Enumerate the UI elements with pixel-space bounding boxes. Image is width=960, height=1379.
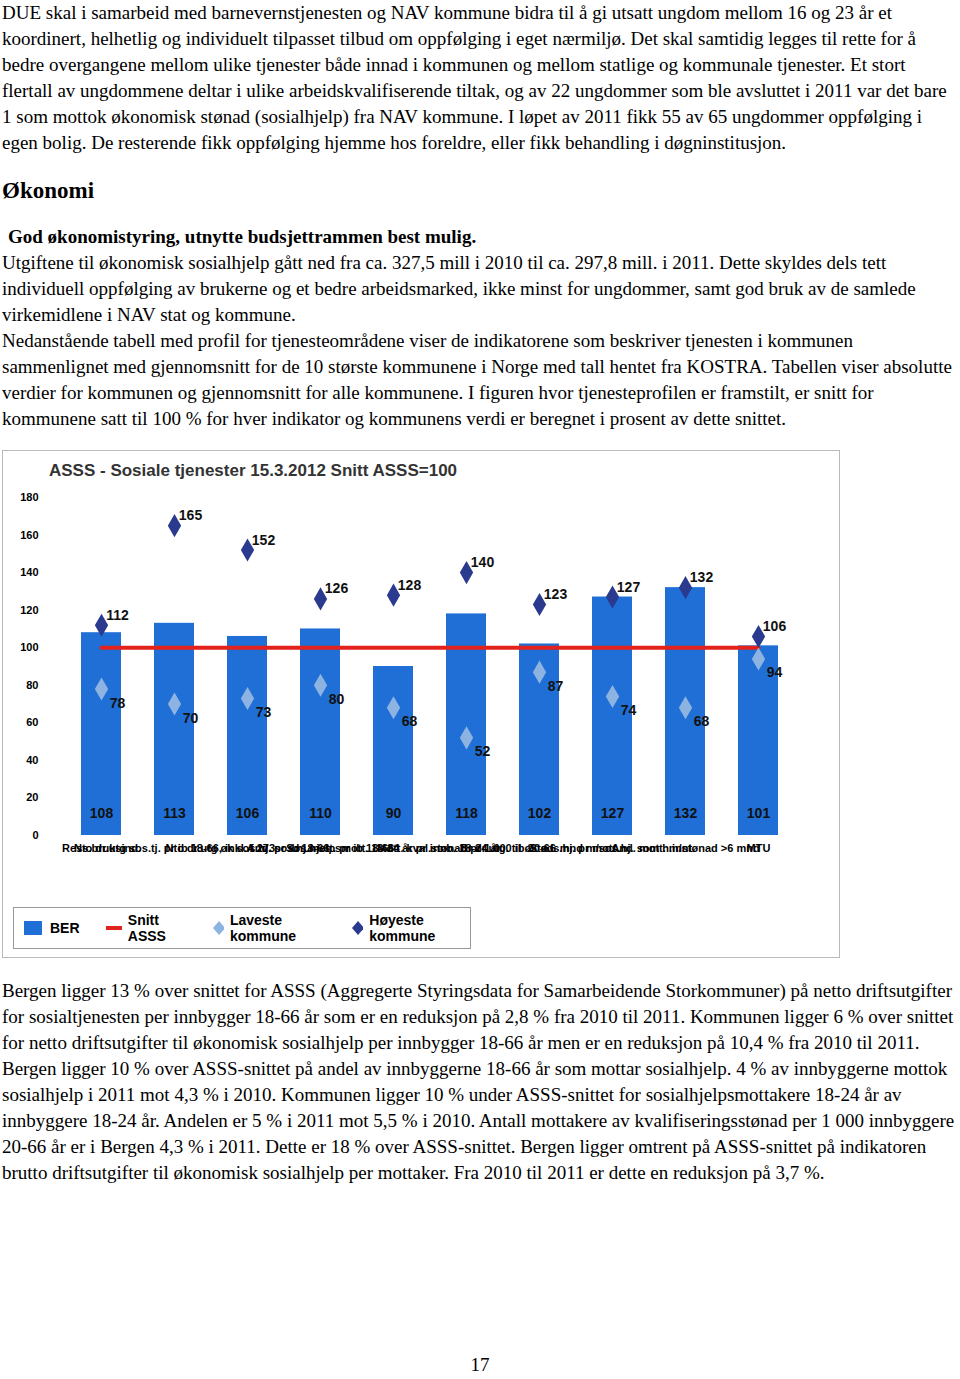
svg-text:101: 101: [747, 805, 771, 821]
svg-text:87: 87: [548, 678, 564, 694]
html-text:ASSS - Sosiale tjenester 15.3.: ASSS - Sosiale tjenester 15.3.2012 Snitt…: [49, 461, 457, 480]
svg-text:132: 132: [690, 569, 714, 585]
html-text:Nedanstående tabell med profil: Nedanstående tabell med profil for tjene…: [2, 330, 952, 429]
svg-text:112: 112: [106, 607, 129, 623]
html-text:17: 17: [470, 1354, 490, 1375]
svg-text:165: 165: [179, 507, 203, 523]
svg-text:52: 52: [475, 743, 491, 759]
svg-text:128: 128: [398, 577, 422, 593]
html-text:Snitt ASSS: Snitt ASSS: [127, 912, 166, 944]
html-text:God økonomistyring, utnytte bu: God økonomistyring, utnytte budsjettramm…: [8, 226, 477, 247]
html-text:Utgiftene til økonomisk sosial: Utgiftene til økonomisk sosialhjelp gått…: [2, 252, 916, 325]
svg-text:94: 94: [767, 664, 783, 680]
html-text:Høyeste kommune: Høyeste kommune: [369, 912, 436, 944]
svg-text:140: 140: [20, 566, 38, 578]
svg-text:152: 152: [252, 532, 276, 548]
svg-text:118: 118: [455, 805, 478, 821]
svg-text:80: 80: [329, 691, 345, 707]
svg-text:108: 108: [90, 805, 114, 821]
svg-text:68: 68: [402, 713, 418, 729]
svg-text:78: 78: [110, 695, 126, 711]
svg-text:90: 90: [386, 805, 402, 821]
svg-text:68: 68: [694, 713, 710, 729]
svg-text:123: 123: [544, 586, 568, 602]
svg-text:74: 74: [621, 702, 637, 718]
svg-text:126: 126: [325, 580, 349, 596]
svg-text:160: 160: [20, 529, 38, 541]
svg-text:40: 40: [26, 754, 38, 766]
svg-text:And. mott. m/stønad >6 mnd: And. mott. m/stønad >6 mnd: [611, 842, 759, 854]
svg-text:110: 110: [309, 805, 332, 821]
html-text:Laveste kommune: Laveste kommune: [229, 912, 296, 944]
svg-text:127: 127: [601, 805, 625, 821]
svg-text:106: 106: [763, 618, 787, 634]
svg-text:127: 127: [617, 579, 641, 595]
svg-text:0: 0: [32, 829, 38, 841]
svg-text:106: 106: [236, 805, 260, 821]
svg-text:180: 180: [20, 491, 38, 503]
svg-text:73: 73: [256, 704, 272, 720]
svg-text:140: 140: [471, 554, 495, 570]
html-text:DUE skal i samarbeid med barne: DUE skal i samarbeid med barnevernstjene…: [2, 2, 947, 153]
html-text:BER: BER: [50, 920, 80, 936]
svg-text:70: 70: [183, 710, 199, 726]
svg-text:132: 132: [674, 805, 698, 821]
svg-text:60: 60: [26, 716, 38, 728]
svg-text:113: 113: [163, 805, 186, 821]
svg-text:MTU: MTU: [747, 842, 771, 854]
html-text:Økonomi: Økonomi: [2, 178, 94, 203]
svg-text:80: 80: [26, 679, 38, 691]
html-text:Bergen ligger 13 % over snitte: Bergen ligger 13 % over snittet for ASSS…: [2, 980, 955, 1183]
svg-text:120: 120: [20, 604, 38, 616]
svg-text:20: 20: [26, 791, 38, 803]
svg-text:100: 100: [20, 641, 38, 653]
svg-text:102: 102: [528, 805, 552, 821]
